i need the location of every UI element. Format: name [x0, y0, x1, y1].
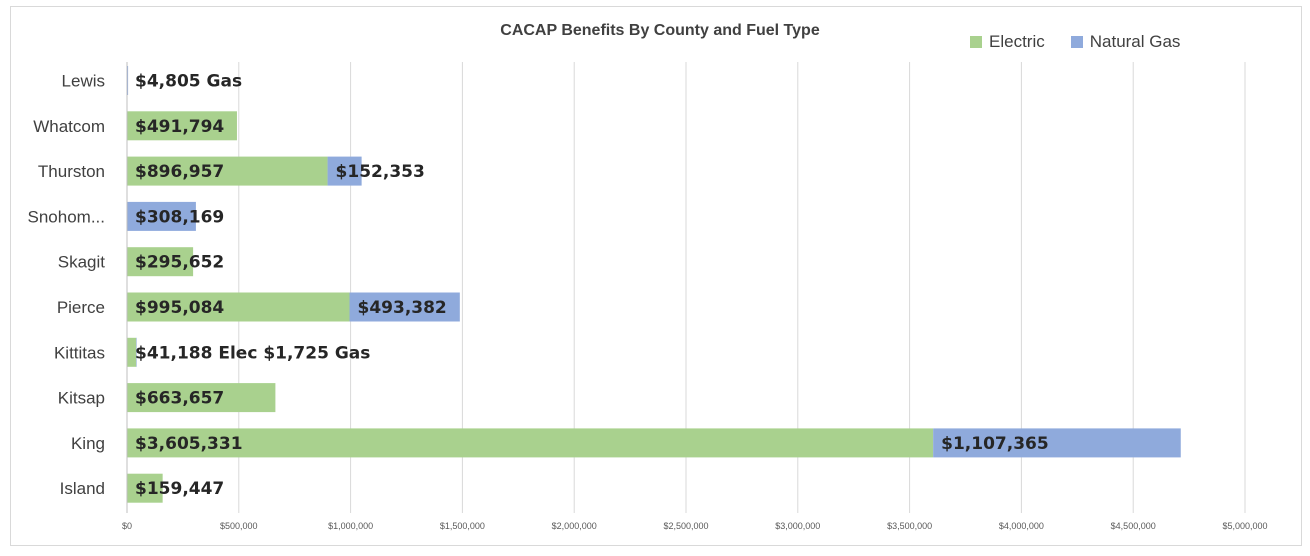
- legend-item-electric: Electric: [970, 32, 1045, 52]
- x-tick-label: $500,000: [220, 521, 258, 531]
- category-label: Lewis: [62, 72, 105, 91]
- bar-electric-whatcom: [127, 111, 237, 141]
- category-label: Pierce: [57, 298, 105, 317]
- data-label: $493,382: [358, 298, 447, 318]
- data-label: $308,169: [135, 207, 224, 227]
- data-label: $4,805 Gas: [135, 72, 242, 92]
- data-label: $295,652: [135, 253, 224, 273]
- x-tick-label: $0: [122, 521, 132, 531]
- bar-natural-gas-lewis: [127, 66, 129, 95]
- bar-natural-gas-kittitas: [136, 337, 137, 367]
- bar-electric-pierce: [127, 292, 350, 322]
- data-label: $159,447: [135, 479, 224, 499]
- category-label: Whatcom: [33, 117, 105, 136]
- data-label: $995,084: [135, 298, 224, 318]
- bar-electric-kitsap: [127, 383, 276, 413]
- x-tick-label: $5,000,000: [1222, 521, 1267, 531]
- x-tick-label: $4,000,000: [999, 521, 1044, 531]
- bar-natural-gas-thurston: [327, 156, 362, 186]
- category-label: Skagit: [58, 253, 106, 272]
- category-label: Snohom...: [28, 207, 106, 226]
- data-label: $663,657: [135, 389, 224, 409]
- bar-electric-skagit: [127, 247, 194, 277]
- bar-electric-king: [127, 428, 934, 458]
- x-tick-label: $1,000,000: [328, 521, 373, 531]
- x-tick-label: $4,500,000: [1111, 521, 1156, 531]
- data-label: $41,188 Elec $1,725 Gas: [135, 343, 370, 363]
- data-label: $896,957: [135, 162, 224, 182]
- x-tick-label: $3,000,000: [775, 521, 820, 531]
- category-label: Kitsap: [58, 389, 105, 408]
- bar-natural-gas-snohom: [127, 201, 196, 231]
- legend-swatch-natural-gas: [1070, 36, 1083, 48]
- data-label: $3,605,331: [135, 434, 243, 454]
- bar-natural-gas-pierce: [349, 292, 460, 322]
- chart-legend: Electric Natural Gas: [970, 32, 1180, 52]
- x-tick-label: $1,500,000: [440, 521, 485, 531]
- category-label: Kittitas: [54, 343, 105, 362]
- bar-electric-thurston: [127, 156, 328, 186]
- legend-swatch-electric: [970, 36, 982, 48]
- legend-item-natural-gas: Natural Gas: [1070, 32, 1181, 52]
- category-label: Island: [60, 479, 105, 498]
- data-label: $1,107,365: [941, 434, 1049, 454]
- bar-electric-island: [127, 473, 163, 503]
- category-label: Thurston: [38, 162, 105, 181]
- x-tick-label: $2,500,000: [663, 521, 708, 531]
- x-tick-label: $3,500,000: [887, 521, 932, 531]
- data-label: $152,353: [336, 162, 425, 182]
- bar-natural-gas-king: [933, 428, 1181, 458]
- bar-electric-kittitas: [127, 337, 137, 367]
- legend-label-electric: Electric: [989, 32, 1045, 51]
- legend-label-natural-gas: Natural Gas: [1089, 32, 1181, 51]
- x-tick-label: $2,000,000: [552, 521, 597, 531]
- category-label: King: [71, 434, 105, 453]
- data-label: $491,794: [135, 117, 224, 137]
